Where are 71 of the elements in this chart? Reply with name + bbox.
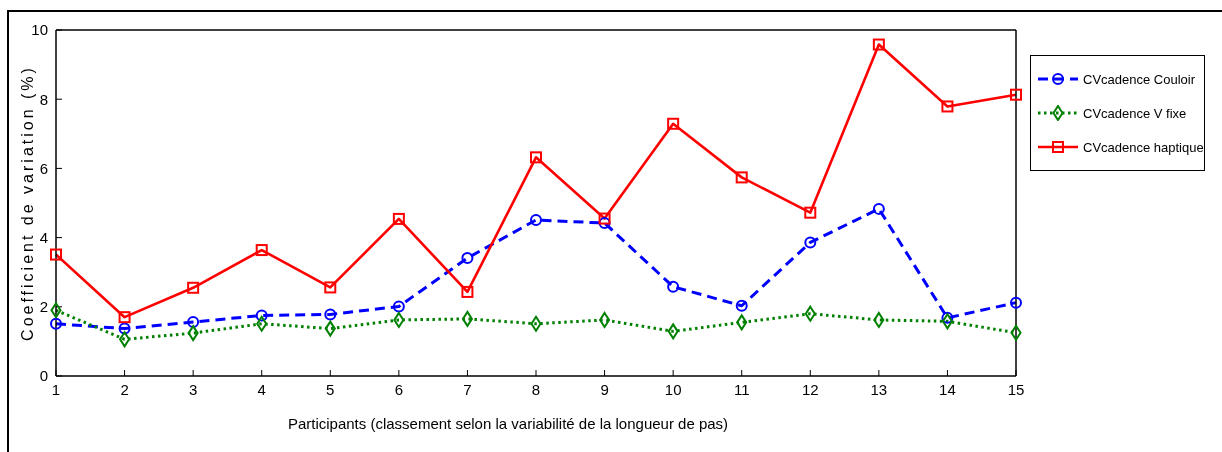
point xyxy=(255,309,268,322)
point xyxy=(50,317,62,330)
point xyxy=(735,299,748,312)
x-tick-label: 4 xyxy=(257,380,266,398)
x-tick-label: 14 xyxy=(939,380,956,398)
y-tick-label: 0 xyxy=(39,367,48,385)
point xyxy=(187,325,199,342)
y-tick-label: 10 xyxy=(31,21,48,39)
point xyxy=(461,285,474,298)
x-tick-label: 5 xyxy=(326,380,335,398)
point xyxy=(941,313,953,330)
x-tick-label: 2 xyxy=(120,380,129,398)
point xyxy=(1010,296,1022,309)
point xyxy=(118,311,131,324)
x-tick-label: 13 xyxy=(870,380,888,398)
x-tick-label: 3 xyxy=(188,380,198,398)
x-tick-label: 11 xyxy=(733,380,750,398)
point xyxy=(256,315,268,332)
point xyxy=(804,236,817,249)
legend-label: CVcadence haptique xyxy=(1083,139,1204,155)
x-tick-label: 6 xyxy=(394,380,404,398)
point xyxy=(255,244,268,257)
y-tick-label: 6 xyxy=(39,159,48,177)
point xyxy=(324,308,337,321)
point xyxy=(530,213,542,226)
x-tick-label: 9 xyxy=(600,380,609,398)
point xyxy=(735,171,748,184)
point xyxy=(667,323,679,340)
point xyxy=(393,311,405,328)
point xyxy=(530,315,542,332)
point xyxy=(392,300,405,313)
x-tick-label: 7 xyxy=(463,380,472,398)
legend-label: CVcadence V fixe xyxy=(1083,105,1187,121)
point xyxy=(941,311,954,324)
point xyxy=(119,331,131,348)
point xyxy=(598,217,611,230)
point xyxy=(187,316,200,329)
point xyxy=(667,117,680,130)
point xyxy=(50,248,62,261)
point xyxy=(461,310,473,327)
x-tick-label: 8 xyxy=(531,380,541,398)
x-tick-label: 12 xyxy=(801,380,819,398)
point xyxy=(530,151,542,164)
point xyxy=(873,311,885,328)
point xyxy=(804,305,816,322)
x-tick-label: 10 xyxy=(664,380,682,398)
point xyxy=(667,280,680,293)
point xyxy=(50,302,62,319)
y-tick-label: 8 xyxy=(39,90,48,108)
point xyxy=(872,202,885,215)
point xyxy=(118,322,131,335)
point xyxy=(461,252,474,265)
legend-label: CVcadence Couloir xyxy=(1083,71,1196,87)
x-axis-title: Participants (classement selon la variabilité de la longueur de pas) xyxy=(287,414,729,432)
y-axis-title: Coefficient de variation (%) xyxy=(18,65,36,341)
point xyxy=(598,212,611,225)
point xyxy=(599,311,611,328)
y-tick-label: 2 xyxy=(39,298,48,316)
x-tick-label: 15 xyxy=(1007,380,1025,398)
point xyxy=(804,206,817,219)
point xyxy=(1010,88,1022,101)
point xyxy=(187,281,200,294)
point xyxy=(941,100,954,113)
point xyxy=(324,281,337,294)
point xyxy=(736,314,748,331)
point xyxy=(392,212,405,225)
point xyxy=(324,320,336,337)
point xyxy=(872,38,885,51)
x-tick-label: 1 xyxy=(51,380,61,398)
point xyxy=(1010,324,1022,341)
y-tick-label: 4 xyxy=(39,228,48,246)
